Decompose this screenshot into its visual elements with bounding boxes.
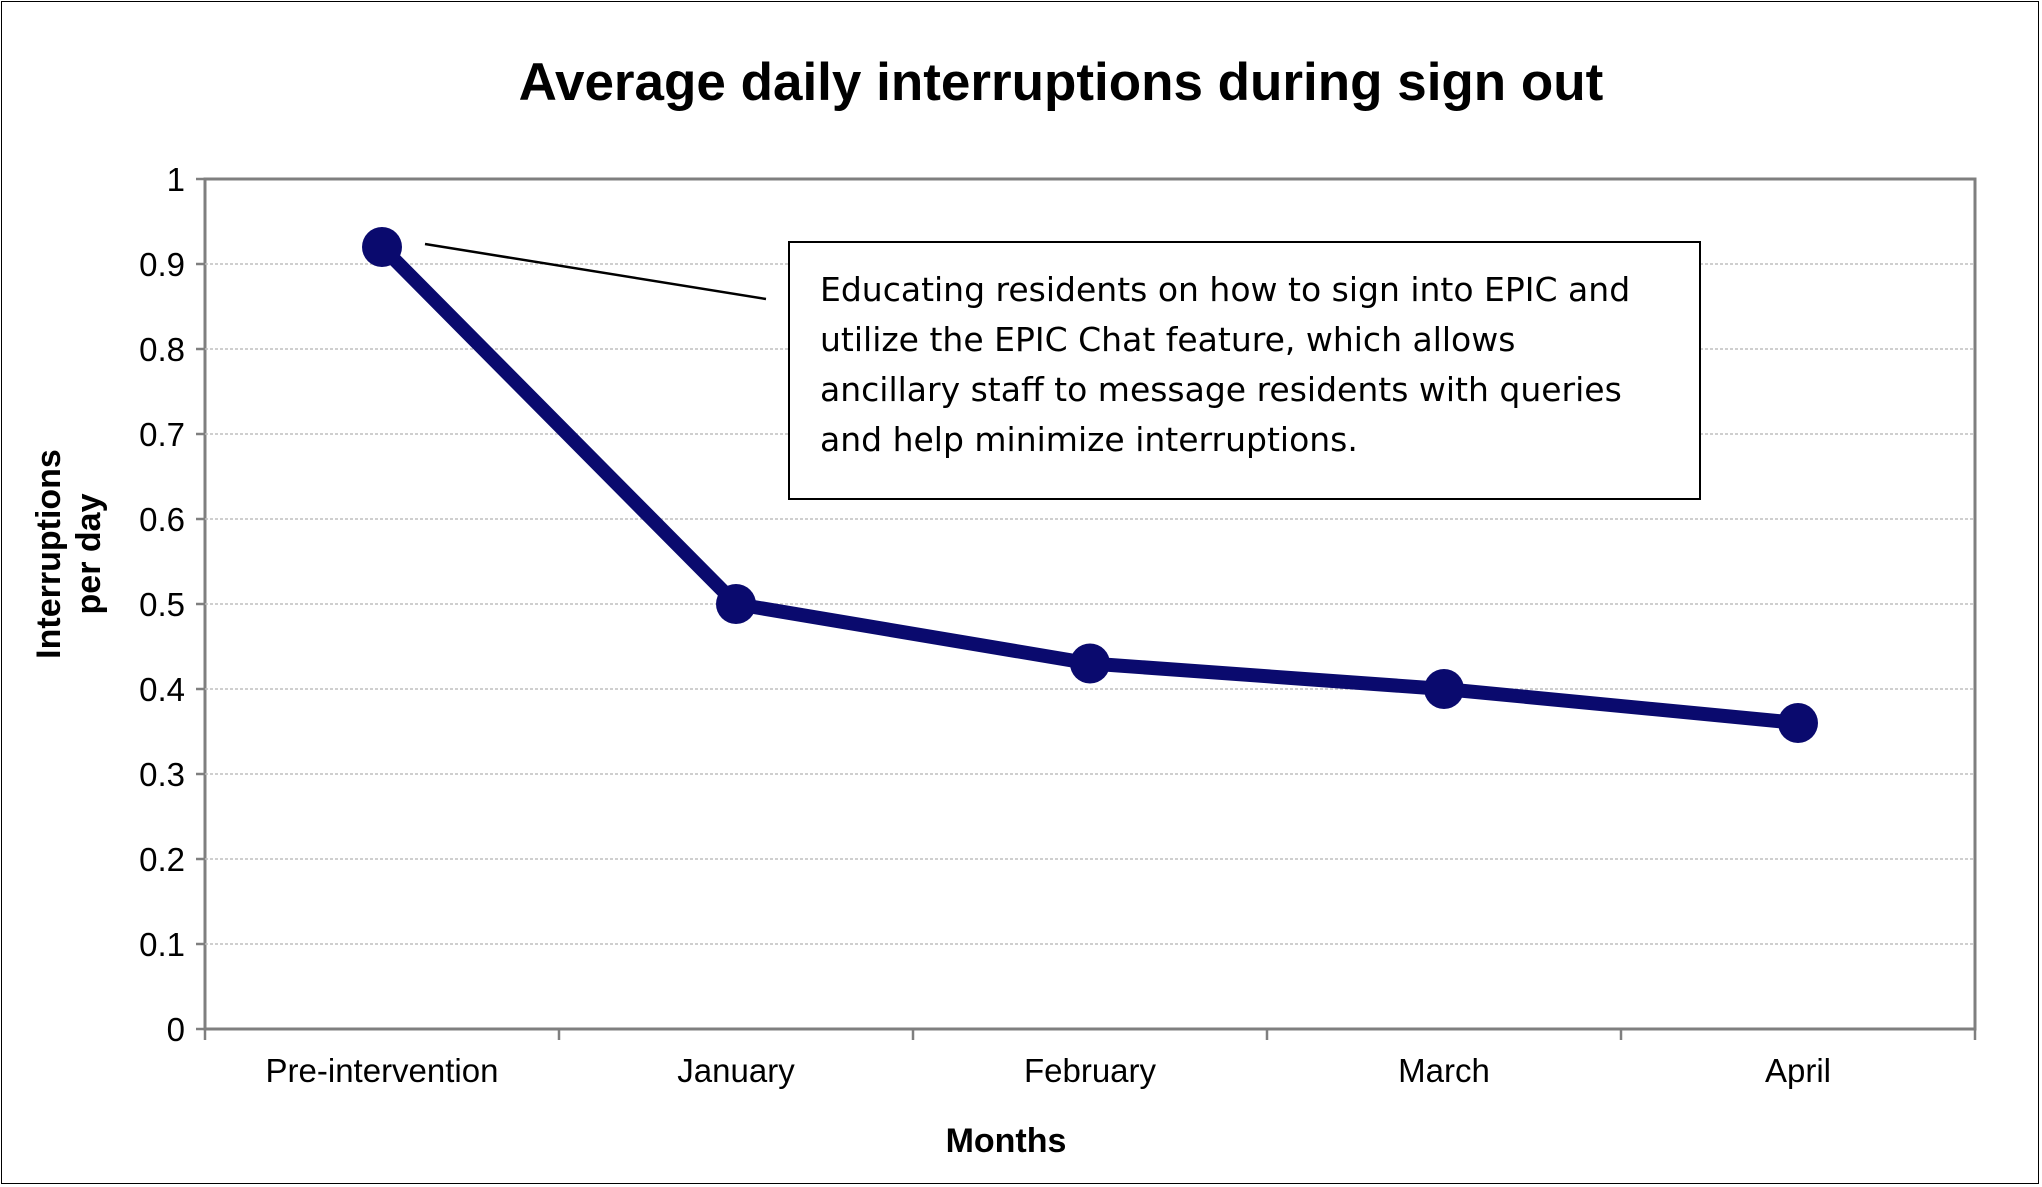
data-point: [362, 227, 402, 267]
y-axis-title: Interruptions per day: [30, 449, 108, 659]
y-tick-label: 0.8: [139, 331, 185, 368]
data-point: [1778, 703, 1818, 743]
data-point: [1424, 669, 1464, 709]
annotation-leader-line: [424, 242, 767, 301]
y-tick-label: 0.5: [139, 586, 185, 623]
y-tick-label: 0.2: [139, 841, 185, 878]
chart-title: Average daily interruptions during sign …: [519, 53, 1604, 112]
y-tick-label: 0.1: [139, 926, 185, 963]
x-tick-label: February: [1024, 1052, 1157, 1089]
x-tick-label: April: [1765, 1052, 1831, 1089]
y-axis-title-line-2: per day: [70, 493, 108, 614]
y-axis-title-line-1: Interruptions: [30, 449, 68, 659]
y-tick-label: 1: [167, 161, 185, 198]
y-tick-label: 0.9: [139, 246, 185, 283]
y-axis: 0 0.1 0.2 0.3 0.4 0.5 0.6 0.7 0.8 0.9 1: [139, 161, 205, 1048]
x-tick-label: March: [1398, 1052, 1490, 1089]
y-tick-label: 0.4: [139, 671, 185, 708]
x-axis-title: Months: [946, 1122, 1067, 1160]
x-tick-label: Pre-intervention: [266, 1052, 499, 1089]
data-point: [716, 584, 756, 624]
x-tick-label: January: [677, 1052, 795, 1089]
data-point: [1070, 643, 1110, 684]
x-axis: Pre-intervention January February March Apri…: [203, 1027, 1977, 1089]
series-line: [362, 227, 1818, 743]
annotation-text: Educating residents on how to sign into …: [820, 270, 1631, 459]
y-tick-label: 0.6: [139, 501, 185, 538]
annotation-box: Educating residents on how to sign into …: [788, 241, 1701, 500]
y-tick-label: 0.3: [139, 756, 185, 793]
y-tick-label: 0.7: [139, 416, 185, 453]
y-tick-label: 0: [167, 1011, 185, 1048]
